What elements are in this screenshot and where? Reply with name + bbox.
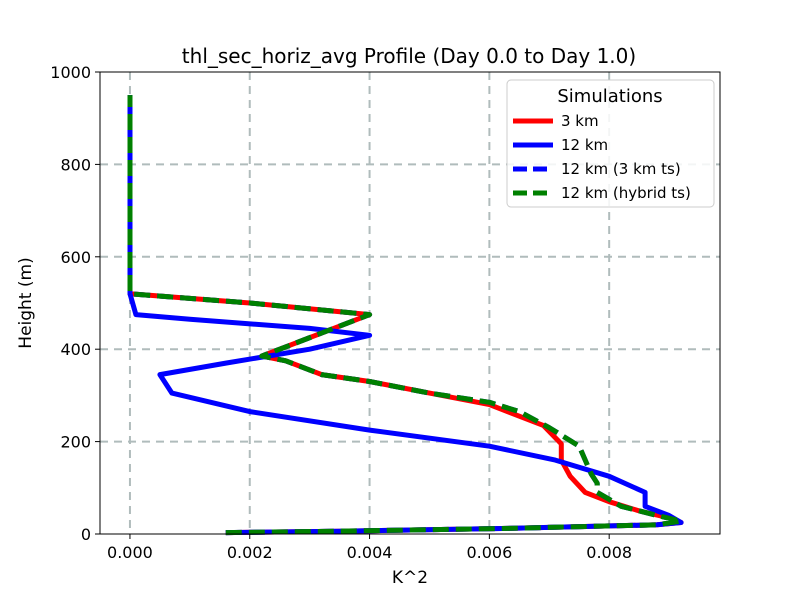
x-tick-label: 0.000 — [107, 543, 153, 562]
y-tick-label: 800 — [60, 155, 91, 174]
legend-label-1: 3 km — [561, 112, 599, 130]
legend-box — [506, 79, 715, 208]
legend-label-2: 12 km — [561, 136, 608, 154]
x-tick-label: 0.004 — [347, 543, 393, 562]
y-tick-label: 400 — [60, 340, 91, 359]
legend-label-4: 12 km (hybrid ts) — [561, 184, 691, 202]
legend-title: Simulations — [557, 86, 662, 107]
series-layer — [127, 95, 684, 536]
y-tick-label: 200 — [60, 433, 91, 452]
x-tick-label: 0.008 — [586, 543, 632, 562]
legend-label-3: 12 km (3 km ts) — [561, 160, 681, 178]
y-tick-label: 600 — [60, 248, 91, 267]
x-tick-label: 0.006 — [466, 543, 512, 562]
legend: Simulations 3 km 12 km 12 km (3 km ts) 12 k… — [506, 79, 715, 208]
chart-title: thl_sec_horiz_avg Profile (Day 0.0 to Da… — [182, 44, 636, 68]
x-axis-label: K^2 — [392, 568, 428, 588]
y-tick-label: 1000 — [50, 63, 91, 82]
legend-items: 3 km 12 km 12 km (3 km ts) 12 km (hybrid ts… — [513, 112, 691, 202]
series-line-4 — [127, 95, 684, 536]
x-tick-label: 0.002 — [227, 543, 273, 562]
plot-frame — [99, 71, 721, 535]
y-tick-label: 0 — [81, 525, 91, 544]
y-axis-label: Height (m) — [16, 257, 36, 348]
axis-ticks: 0.000 0.002 0.004 0.006 0.008 0 200 400 600 800 10… — [50, 63, 632, 562]
